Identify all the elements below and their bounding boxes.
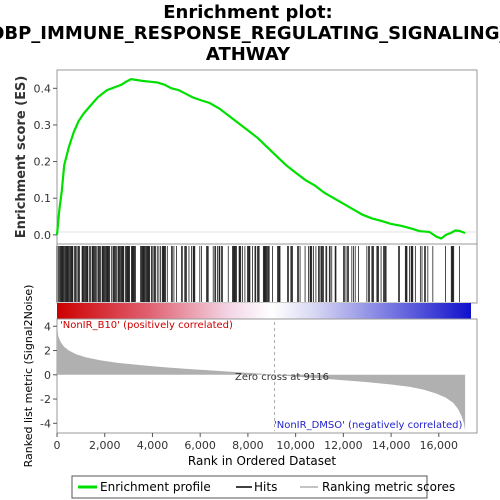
x-tick-label: 6,000 — [184, 439, 216, 452]
zero-cross-label: Zero cross at 9116 — [235, 372, 329, 383]
es-tick-label: 0.2 — [34, 156, 52, 169]
x-tick-label: 0 — [54, 439, 61, 452]
es-tick-label: 0.3 — [34, 119, 52, 132]
x-axis-label: Rank in Ordered Dataset — [188, 454, 336, 468]
metric-tick-label: 0 — [44, 369, 51, 382]
x-tick-label: 14,000 — [372, 439, 411, 452]
positive-correlation-label: 'NonIR_B10' (positively correlated) — [60, 320, 233, 331]
legend-enrichment-label: Enrichment profile — [100, 480, 211, 494]
x-tick-label: 12,000 — [324, 439, 363, 452]
es-panel — [56, 69, 478, 245]
hits-panel — [56, 243, 478, 304]
correlation-color-bar — [57, 303, 471, 319]
chart-title-line-2: GOBP_IMMUNE_RESPONSE_REGULATING_SIGNALIN… — [0, 23, 500, 44]
es-tick-label: 0.1 — [34, 192, 52, 205]
x-tick-label: 4,000 — [137, 439, 169, 452]
x-tick-label: 2,000 — [89, 439, 121, 452]
legend-ranking-label: Ranking metric scores — [322, 480, 455, 494]
x-tick-group: 0 2,000 4,000 6,000 8,000 10,000 12,000 14,000 1… — [54, 433, 459, 452]
ranking-metric-area — [57, 322, 466, 431]
chart-title-line-1: Enrichment plot: — [163, 2, 333, 23]
enrichment-profile-line — [55, 78, 466, 240]
metric-tick-label: -2 — [40, 393, 51, 406]
x-tick-label: 10,000 — [276, 439, 315, 452]
negative-correlation-label: 'NonIR_DMSO' (negatively correlated) — [274, 420, 462, 431]
metric-tick-label: 4 — [44, 320, 51, 333]
hits-group — [56, 246, 460, 302]
x-tick-label: 16,000 — [420, 439, 459, 452]
metric-tick-label: -4 — [40, 417, 51, 430]
es-axis-label: Enrichment score (ES) — [14, 76, 29, 239]
chart-title-line-3: ATHWAY — [206, 44, 291, 65]
metric-tick-group: 4 2 0 -2 -4 — [40, 320, 57, 430]
legend-hits-label: Hits — [254, 480, 277, 494]
es-tick-group: 0.0 0.1 0.2 0.3 0.4 — [34, 82, 57, 242]
es-tick-label: 0.4 — [34, 82, 52, 95]
metric-tick-label: 2 — [44, 345, 51, 358]
es-tick-label: 0.0 — [34, 229, 52, 242]
metric-axis-label: Ranked list metric (Signal2Noise) — [22, 285, 35, 468]
x-tick-label: 8,000 — [232, 439, 264, 452]
